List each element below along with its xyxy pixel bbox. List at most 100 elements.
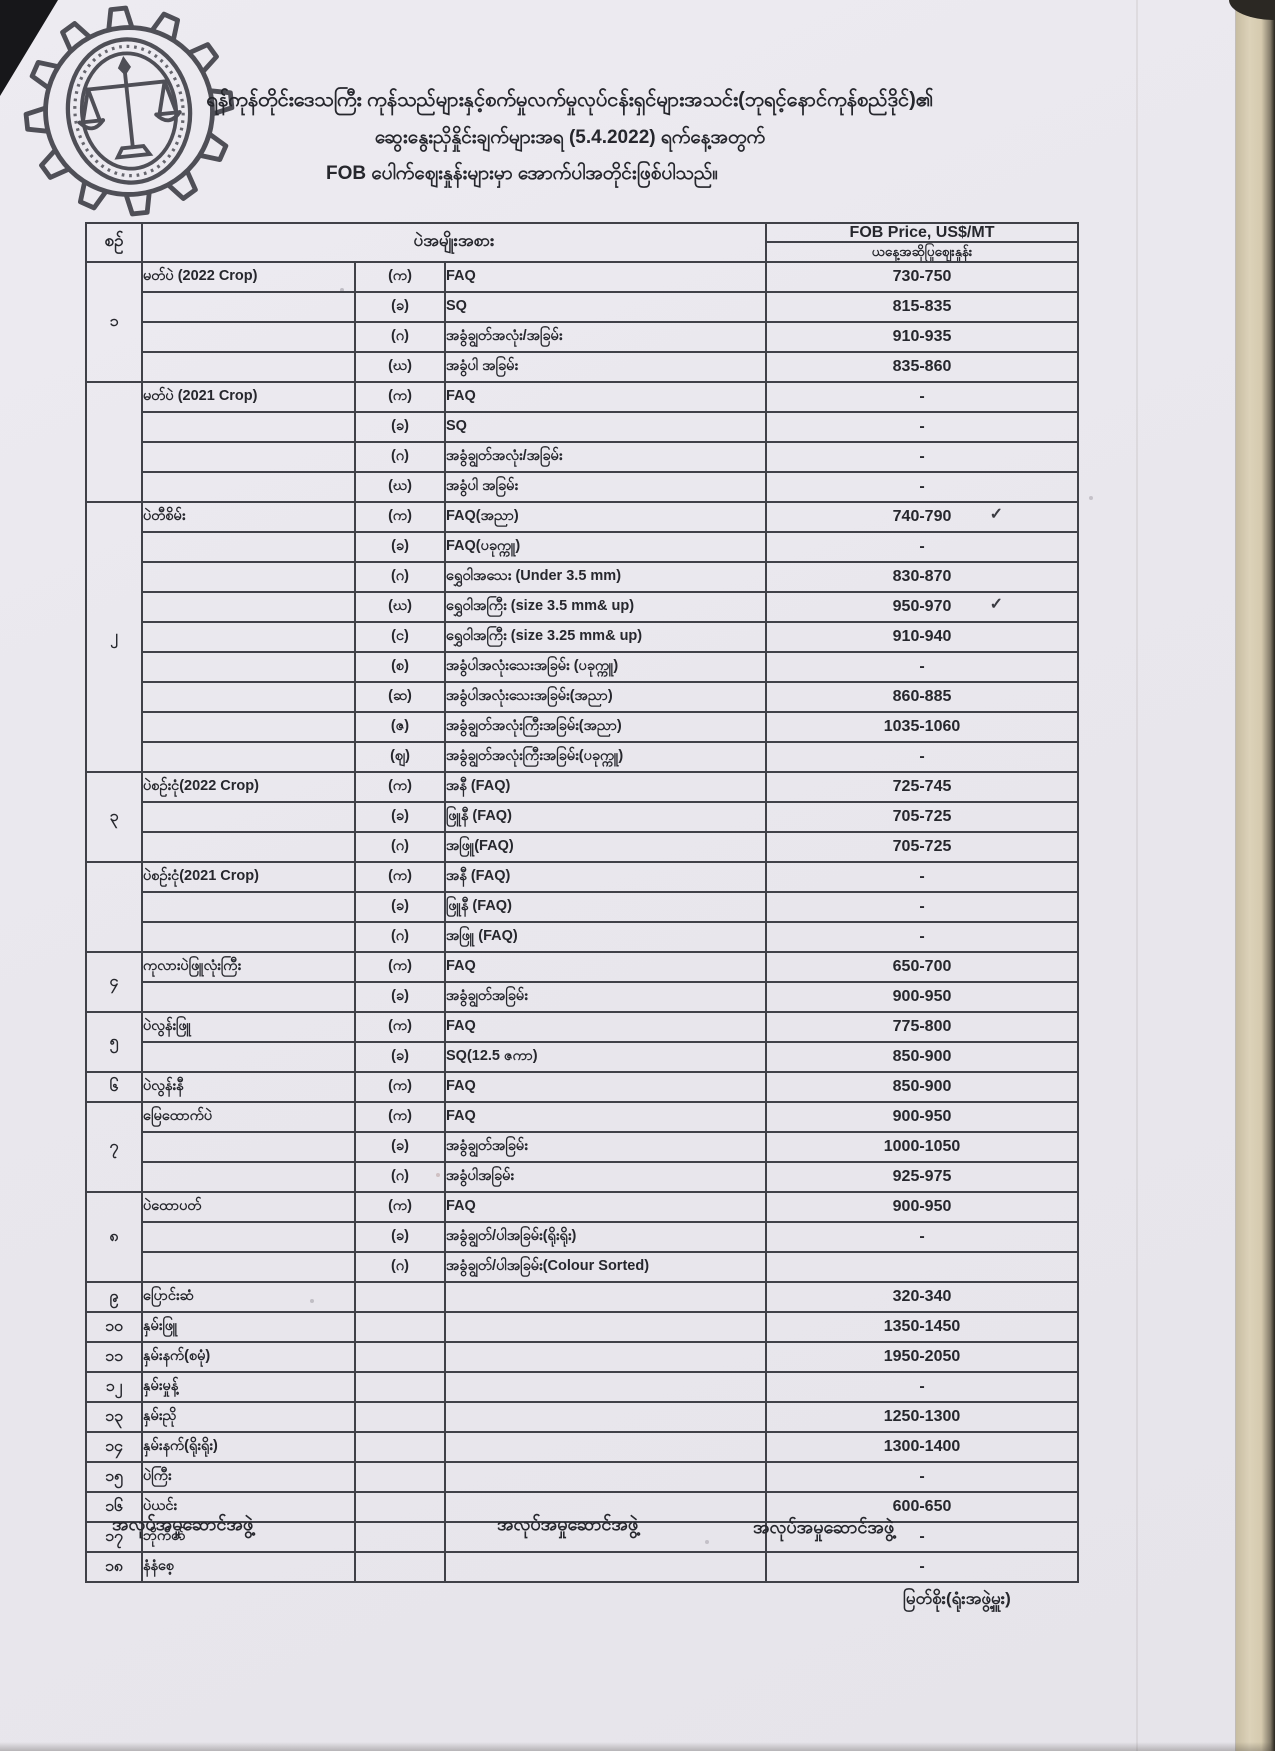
table-row: ၉ပြောင်းဆံ 320-340	[85, 1281, 1080, 1313]
price-value: -	[919, 537, 925, 555]
table-row: (ဂ) အဖြူ(FAQ) 705-725	[86, 831, 1080, 863]
price-value: 705-725	[892, 837, 952, 855]
title-line-2: ဆွေးနွေးညှိနှိုင်းချက်များအရ (5.4.2022) …	[374, 127, 766, 148]
item-name-cell	[141, 351, 356, 383]
item-name-cell	[141, 1221, 356, 1253]
price-cell: -	[765, 891, 1080, 923]
row-number-cell: ၁၇	[85, 1521, 143, 1553]
title-line-1: ရန်ကုန်တိုင်းဒေသကြီး ကုန်သည်များနှင့်စက်…	[206, 89, 934, 111]
table-row: ၁၆ ပဲယင်း 600-650	[85, 1491, 1080, 1523]
grade-description-cell: FAQ	[443, 381, 768, 413]
grade-description-cell: SQ	[443, 291, 768, 323]
grade-description-cell: အခွံချွတ်အလုံးကြီးအခြမ်း(ပခုက္ကူ)	[443, 741, 768, 773]
table-row: ၁၁ နှမ်းနက်(စမုံ) 1950-2050	[85, 1341, 1080, 1373]
item-name-cell: မြေထောက်ပဲ	[141, 1101, 356, 1133]
grade-description-cell	[443, 1401, 768, 1433]
sub-letter-cell: (ခ)	[354, 891, 446, 923]
item-name-cell	[141, 711, 356, 743]
price-value: 860-885	[892, 687, 952, 705]
row-number-cell: ၁၄	[85, 1431, 143, 1463]
table-row: (ဂ) အခွံပါအခြမ်း 925-975	[86, 1161, 1080, 1193]
row-number-cell: ၁၁	[85, 1341, 143, 1373]
price-cell: 740-790 ✓	[765, 501, 1080, 533]
price-cell: 850-900	[765, 1041, 1080, 1073]
document-header: ရန်ကုန်တိုင်းဒေသကြီး ကုန်သည်များနှင့်စက်…	[40, 86, 1100, 187]
grade-description-cell: ဖြူနီ (FAQ)	[443, 891, 768, 923]
table-row: (ခ) FAQ(ပခုက္ကူ) -	[86, 531, 1080, 563]
table-row: (ဃ) အခွံပါ အခြမ်း 835-860	[86, 351, 1080, 383]
sub-letter-cell	[354, 1371, 446, 1403]
row-number-cell: ၁၃	[85, 1401, 143, 1433]
price-value: -	[919, 417, 925, 435]
sub-letter-cell: (က)	[354, 951, 446, 983]
grade-description-cell: FAQ	[443, 951, 768, 983]
sub-letter-cell: (ဂ)	[354, 441, 446, 473]
grade-description-cell: FAQ	[443, 261, 768, 293]
price-cell: 730-750	[765, 261, 1080, 293]
item-name-cell	[141, 801, 356, 833]
item-name-cell: ပဲယင်း	[141, 1491, 356, 1523]
price-cell: 1950-2050	[765, 1341, 1080, 1373]
grade-description-cell: အခွံချွတ်အလုံး/အခြမ်း	[443, 441, 768, 473]
sub-letter-cell	[354, 1491, 446, 1523]
scales-of-justice-icon	[77, 56, 182, 160]
item-name-cell: မတ်ပဲ (2021 Crop)	[141, 381, 356, 413]
executive-committee-label-3: အလုပ်အမှုဆောင်အဖွဲ့	[753, 1517, 895, 1537]
sub-letter-cell	[354, 1341, 446, 1373]
price-cell: -	[765, 1521, 1080, 1553]
row-number-cell: ၁၂	[85, 1371, 143, 1403]
price-value: -	[919, 447, 925, 465]
item-name-cell: ပဲလွန်းနီ	[141, 1071, 356, 1103]
price-value: 1000-1050	[883, 1137, 961, 1155]
sub-letter-cell: (ဂ)	[354, 1251, 446, 1283]
handwritten-checkmark: ✓	[989, 596, 1004, 613]
signature-office-head: မြတ်စိုး(ရုံးအဖွဲ့မှူး)	[903, 1589, 1011, 1608]
price-cell: 1300-1400	[765, 1431, 1080, 1463]
table-row: (ဈ) အခွံချွတ်အလုံးကြီးအခြမ်း(ပခုက္ကူ) -	[86, 741, 1080, 773]
price-cell: -	[765, 531, 1080, 563]
price-value: 910-940	[892, 627, 952, 645]
table-header: စဉ် ပဲအမျိုးအစား FOB Price, US$/MT ယနေ့အ…	[85, 222, 1080, 263]
grade-description-cell: အခွံပါအလုံးသေးအခြမ်း(အညာ)	[443, 681, 768, 713]
row-number-cell: ၈	[85, 1191, 143, 1283]
item-name-cell	[141, 1041, 356, 1073]
item-name-cell	[141, 321, 356, 353]
price-value: 910-935	[892, 327, 952, 345]
table-row: (ခ) အခွံချွတ်အခြမ်း 900-950	[86, 981, 1080, 1013]
sub-letter-cell: (က)	[354, 1101, 446, 1133]
header-todays-proposed-price: ယနေ့အဆိုပြုဈေးနှုန်း	[765, 241, 1080, 263]
item-name-cell	[141, 681, 356, 713]
grade-description-cell	[443, 1431, 768, 1463]
association-seal-stamp-icon	[11, 0, 246, 229]
sub-letter-cell	[354, 1551, 446, 1583]
table-row: ၇မြေထောက်ပဲ (က) FAQ 900-950	[85, 1101, 1080, 1193]
row-number-cell: ၇	[85, 1101, 143, 1193]
sub-letter-cell	[354, 1311, 446, 1343]
sub-letter-cell: (က)	[354, 1011, 446, 1043]
sub-letter-cell: (ဂ)	[354, 921, 446, 953]
item-name-cell	[141, 621, 356, 653]
grade-description-cell: အနီ (FAQ)	[443, 771, 768, 803]
row-number-cell: ၁၅	[85, 1461, 143, 1493]
sub-letter-cell: (က)	[354, 1071, 446, 1103]
grade-description-cell	[443, 1371, 768, 1403]
item-name-cell	[141, 291, 356, 323]
price-cell: -	[765, 1371, 1080, 1403]
item-name-cell: နှမ်းဖြူ	[141, 1311, 356, 1343]
item-name-cell	[141, 471, 356, 503]
grade-description-cell: အခွံချွတ်အလုံးကြီးအခြမ်း(အညာ)	[443, 711, 768, 743]
table-row: (ဇ) အခွံချွတ်အလုံးကြီးအခြမ်း(အညာ) 1035-106…	[86, 711, 1080, 743]
item-name-cell: ပဲလွန်းဖြူ	[141, 1011, 356, 1043]
price-value: -	[919, 927, 925, 945]
table-row: (ဂ) ရွှေဝါအသေး (Under 3.5 mm) 830-870	[86, 561, 1080, 593]
executive-committee-label-2: အလုပ်အမှုဆောင်အဖွဲ့	[497, 1514, 639, 1534]
price-cell: -	[765, 1551, 1080, 1583]
title-line-3: FOB ပေါက်ဈေးနှုန်းများမှာ အောက်ပါအတိုင်း…	[325, 162, 719, 184]
price-cell: 910-940	[765, 621, 1080, 653]
grade-description-cell	[443, 1521, 768, 1553]
fob-price-table: စဉ် ပဲအမျိုးအစား FOB Price, US$/MT ယနေ့အ…	[85, 222, 1080, 1583]
item-name-cell	[141, 891, 356, 923]
price-value: -	[919, 1467, 925, 1485]
price-cell: 600-650	[765, 1491, 1080, 1523]
price-value: 850-900	[892, 1047, 952, 1065]
